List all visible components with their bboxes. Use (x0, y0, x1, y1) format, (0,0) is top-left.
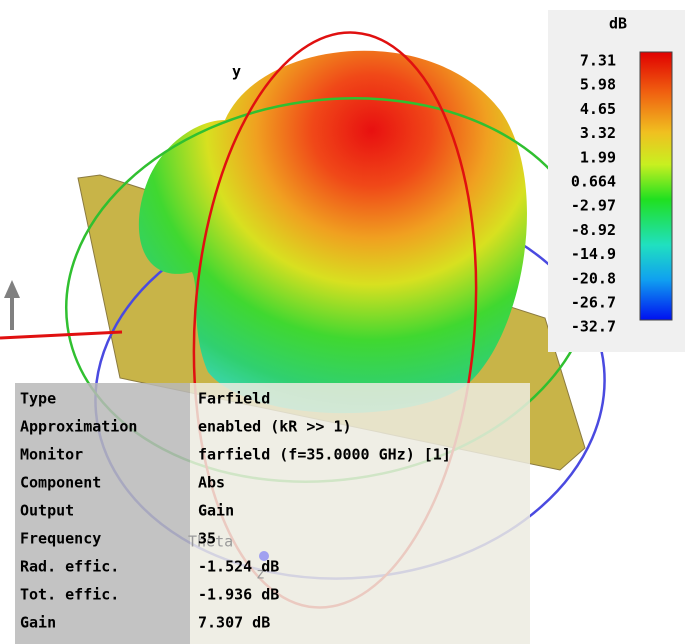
info-value: Abs (198, 474, 225, 492)
x-axis (0, 330, 123, 340)
legend-label: 1.99 (580, 148, 616, 166)
axis-origin (259, 551, 269, 561)
legend-label: -20.8 (571, 269, 616, 287)
info-values-bg (190, 383, 530, 644)
legend-label: 7.31 (580, 52, 616, 70)
legend-label: -26.7 (571, 294, 616, 312)
z-arrow-head (4, 280, 20, 298)
legend-label: 4.65 (580, 100, 616, 118)
legend-label: -14.9 (571, 245, 616, 263)
info-value: farfield (f=35.0000 GHz) [1] (198, 446, 451, 464)
info-labels-bg (15, 383, 190, 644)
legend-label: 3.32 (580, 124, 616, 142)
info-label: Output (20, 502, 74, 520)
info-label: Frequency (20, 530, 101, 548)
legend-label: -8.92 (571, 221, 616, 239)
info-value: -1.524 dB (198, 558, 279, 576)
y-axis-label: y (232, 63, 241, 81)
theta-label: Theta (188, 533, 233, 551)
color-bar (639, 51, 673, 321)
info-value: 35 (198, 530, 216, 548)
info-label: Component (20, 474, 101, 492)
legend-label: -32.7 (571, 318, 616, 336)
info-label: Approximation (20, 418, 137, 436)
info-value: 7.307 dB (198, 614, 270, 632)
info-value: Farfield (198, 390, 270, 408)
info-value: -1.936 dB (198, 586, 279, 604)
info-label: Gain (20, 614, 56, 632)
info-value: enabled (kR >> 1) (198, 418, 352, 436)
info-label: Monitor (20, 446, 83, 464)
info-value: Gain (198, 502, 234, 520)
info-label: Type (20, 390, 56, 408)
info-label: Tot. effic. (20, 586, 119, 604)
legend-label: -2.97 (571, 197, 616, 215)
legend-label: 5.98 (580, 76, 616, 94)
legend-label: 0.664 (571, 173, 616, 191)
legend-title: dB (609, 15, 627, 33)
z-axis-label: z (256, 565, 265, 583)
info-label: Rad. effic. (20, 558, 119, 576)
